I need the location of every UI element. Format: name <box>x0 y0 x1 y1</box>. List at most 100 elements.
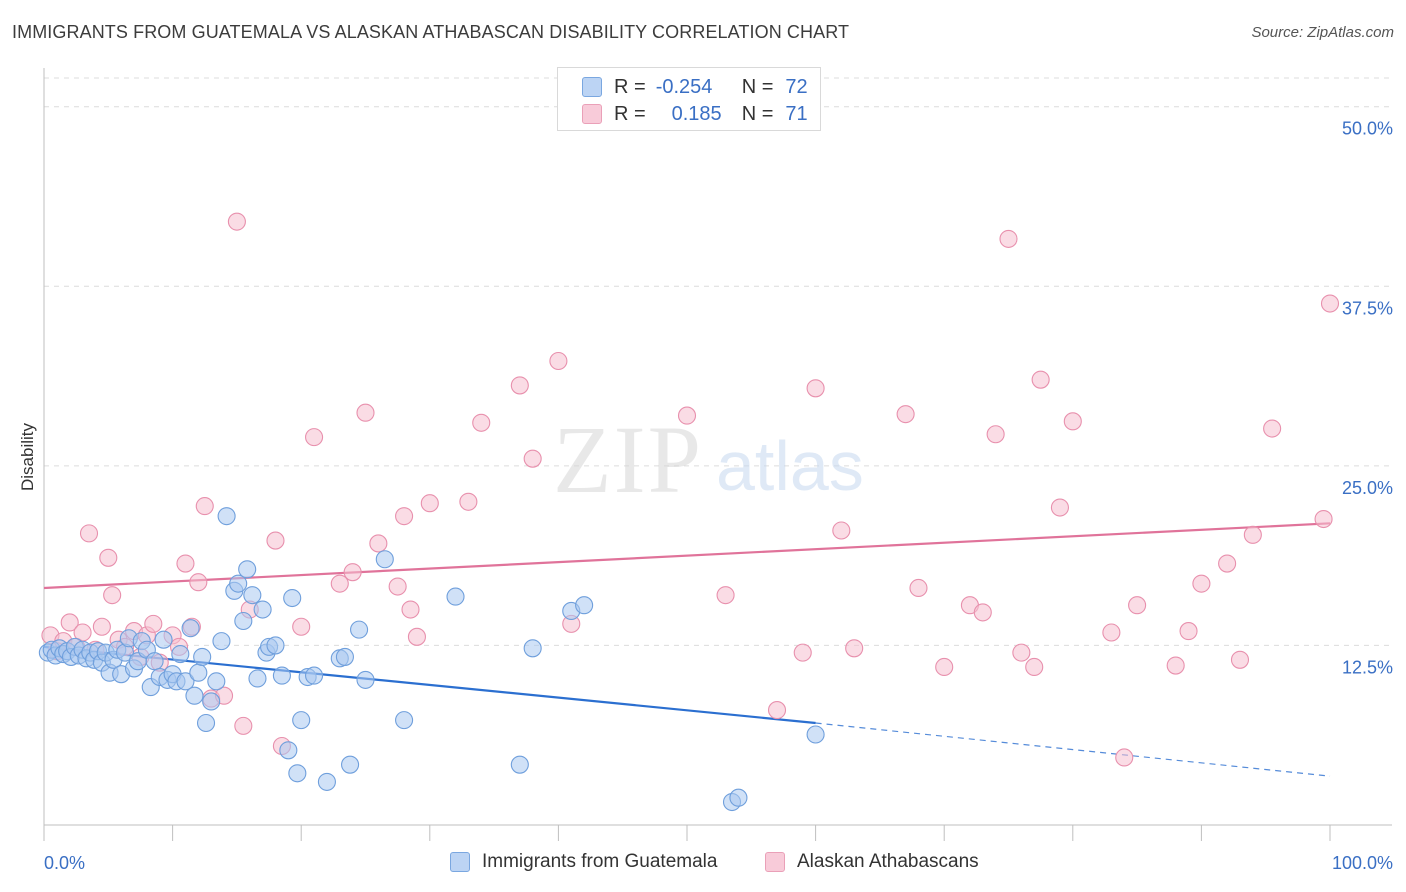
athabascan-point <box>103 586 122 605</box>
legend-r-value: -0.254 <box>655 75 713 98</box>
athabascan-point <box>845 639 864 658</box>
athabascan-point <box>79 524 99 543</box>
legend-r-value: 0.185 <box>671 102 722 125</box>
guatemala-point <box>350 620 369 639</box>
guatemala-point <box>510 755 529 774</box>
athabascan-point <box>401 600 420 619</box>
athabascan-point <box>1115 748 1134 767</box>
guatemala-point <box>238 560 257 579</box>
athabascan-point <box>343 563 362 582</box>
legend-swatch-blue <box>450 852 470 872</box>
athabascan-point <box>806 379 825 398</box>
guatemala-trend-extension <box>815 722 1331 777</box>
guatemala-point <box>212 632 231 651</box>
athabascan-trend-line <box>43 522 1331 590</box>
guatemala-point <box>185 686 204 705</box>
guatemala-point <box>248 669 267 688</box>
athabascan-point <box>832 521 851 540</box>
athabascan-point <box>793 643 812 662</box>
guatemala-point <box>446 587 465 606</box>
guatemala-point <box>189 663 208 682</box>
athabascan-point <box>472 413 491 432</box>
athabascan-point <box>60 613 79 632</box>
legend-row-guatemala: R = -0.254 N = 72 <box>582 74 808 100</box>
guatemala-point <box>207 672 226 691</box>
guatemala-point <box>176 672 195 691</box>
athabascan-point <box>407 627 426 646</box>
athabascan-point <box>1218 554 1237 573</box>
chart-title: IMMIGRANTS FROM GUATEMALA VS ALASKAN ATH… <box>12 22 850 42</box>
athabascan-point <box>523 449 542 468</box>
x-tick-label-max: 100.0% <box>1332 853 1393 873</box>
guatemala-point <box>341 755 360 774</box>
athabascan-point <box>1063 412 1082 431</box>
guatemala-point <box>395 711 414 730</box>
athabascan-point <box>716 586 735 605</box>
guatemala-point <box>305 666 324 685</box>
guatemala-point <box>288 764 307 783</box>
legend-n-label: N = <box>741 102 774 125</box>
guatemala-point <box>181 619 200 638</box>
athabascan-point <box>1263 419 1282 438</box>
guatemala-point <box>154 630 173 649</box>
athabascan-point <box>305 428 324 447</box>
guatemala-trend-line <box>43 645 816 725</box>
athabascan-point <box>1102 623 1121 642</box>
guatemala-point <box>283 588 302 608</box>
athabascan-point <box>549 351 568 371</box>
athabascan-point <box>767 701 787 720</box>
guatemala-point <box>145 652 164 671</box>
trend-lines <box>43 522 1331 777</box>
athabascan-point <box>1243 525 1262 544</box>
bottom-legend-label: Immigrants from Guatemala <box>482 851 718 872</box>
athabascan-point <box>1031 370 1050 389</box>
athabascan-point <box>1050 498 1069 517</box>
athabascan-point <box>144 614 163 633</box>
athabascan-point <box>510 376 529 395</box>
data-points <box>38 212 1340 812</box>
legend-r-label: R = <box>614 102 646 125</box>
athabascan-point <box>388 577 407 596</box>
guatemala-point <box>171 645 190 664</box>
athabascan-point <box>266 531 285 550</box>
guatemala-point <box>279 741 298 760</box>
guatemala-point <box>523 639 542 658</box>
athabascan-point <box>986 425 1005 444</box>
guatemala-point <box>375 550 394 569</box>
legend-n-label: N = <box>741 75 774 98</box>
athabascan-point <box>1012 643 1031 662</box>
y-tick-label: 50.0% <box>1342 119 1393 139</box>
watermark: ZIP atlas <box>553 406 864 513</box>
legend-row-athabascan: R = 0.185 N = 71 <box>582 101 808 127</box>
bottom-legend-label: Alaskan Athabascans <box>797 851 979 872</box>
athabascan-point <box>1192 574 1211 593</box>
x-tick-label-min: 0.0% <box>44 853 85 873</box>
athabascan-point <box>999 229 1018 248</box>
chart-source: Source: ZipAtlas.com <box>1251 24 1394 41</box>
athabascan-point <box>369 534 388 553</box>
legend-r-label: R = <box>614 75 646 98</box>
guatemala-point <box>266 636 285 655</box>
athabascan-point <box>234 716 253 735</box>
y-axis-label: Disability <box>18 422 37 492</box>
guatemala-point <box>806 725 825 744</box>
athabascan-point <box>292 617 311 636</box>
guatemala-point <box>335 647 354 666</box>
athabascan-point <box>330 574 349 593</box>
bottom-legend-guatemala: Immigrants from Guatemala <box>450 851 717 873</box>
guatemala-point <box>234 611 253 631</box>
athabascan-point <box>1320 294 1340 313</box>
athabascan-point <box>189 573 208 592</box>
y-tick-label: 12.5% <box>1342 657 1393 677</box>
athabascan-point <box>356 403 375 422</box>
guatemala-point <box>229 574 248 593</box>
guatemala-point <box>729 788 748 807</box>
athabascan-point <box>227 212 246 231</box>
athabascan-point <box>92 617 111 636</box>
legend-n-value: 71 <box>785 102 808 125</box>
axes <box>43 68 1392 841</box>
athabascan-point <box>909 578 928 598</box>
athabascan-point <box>195 497 214 516</box>
tick-labels: 12.5% 25.0% 37.5% 50.0% 0.0% 100.0% <box>44 119 1393 873</box>
